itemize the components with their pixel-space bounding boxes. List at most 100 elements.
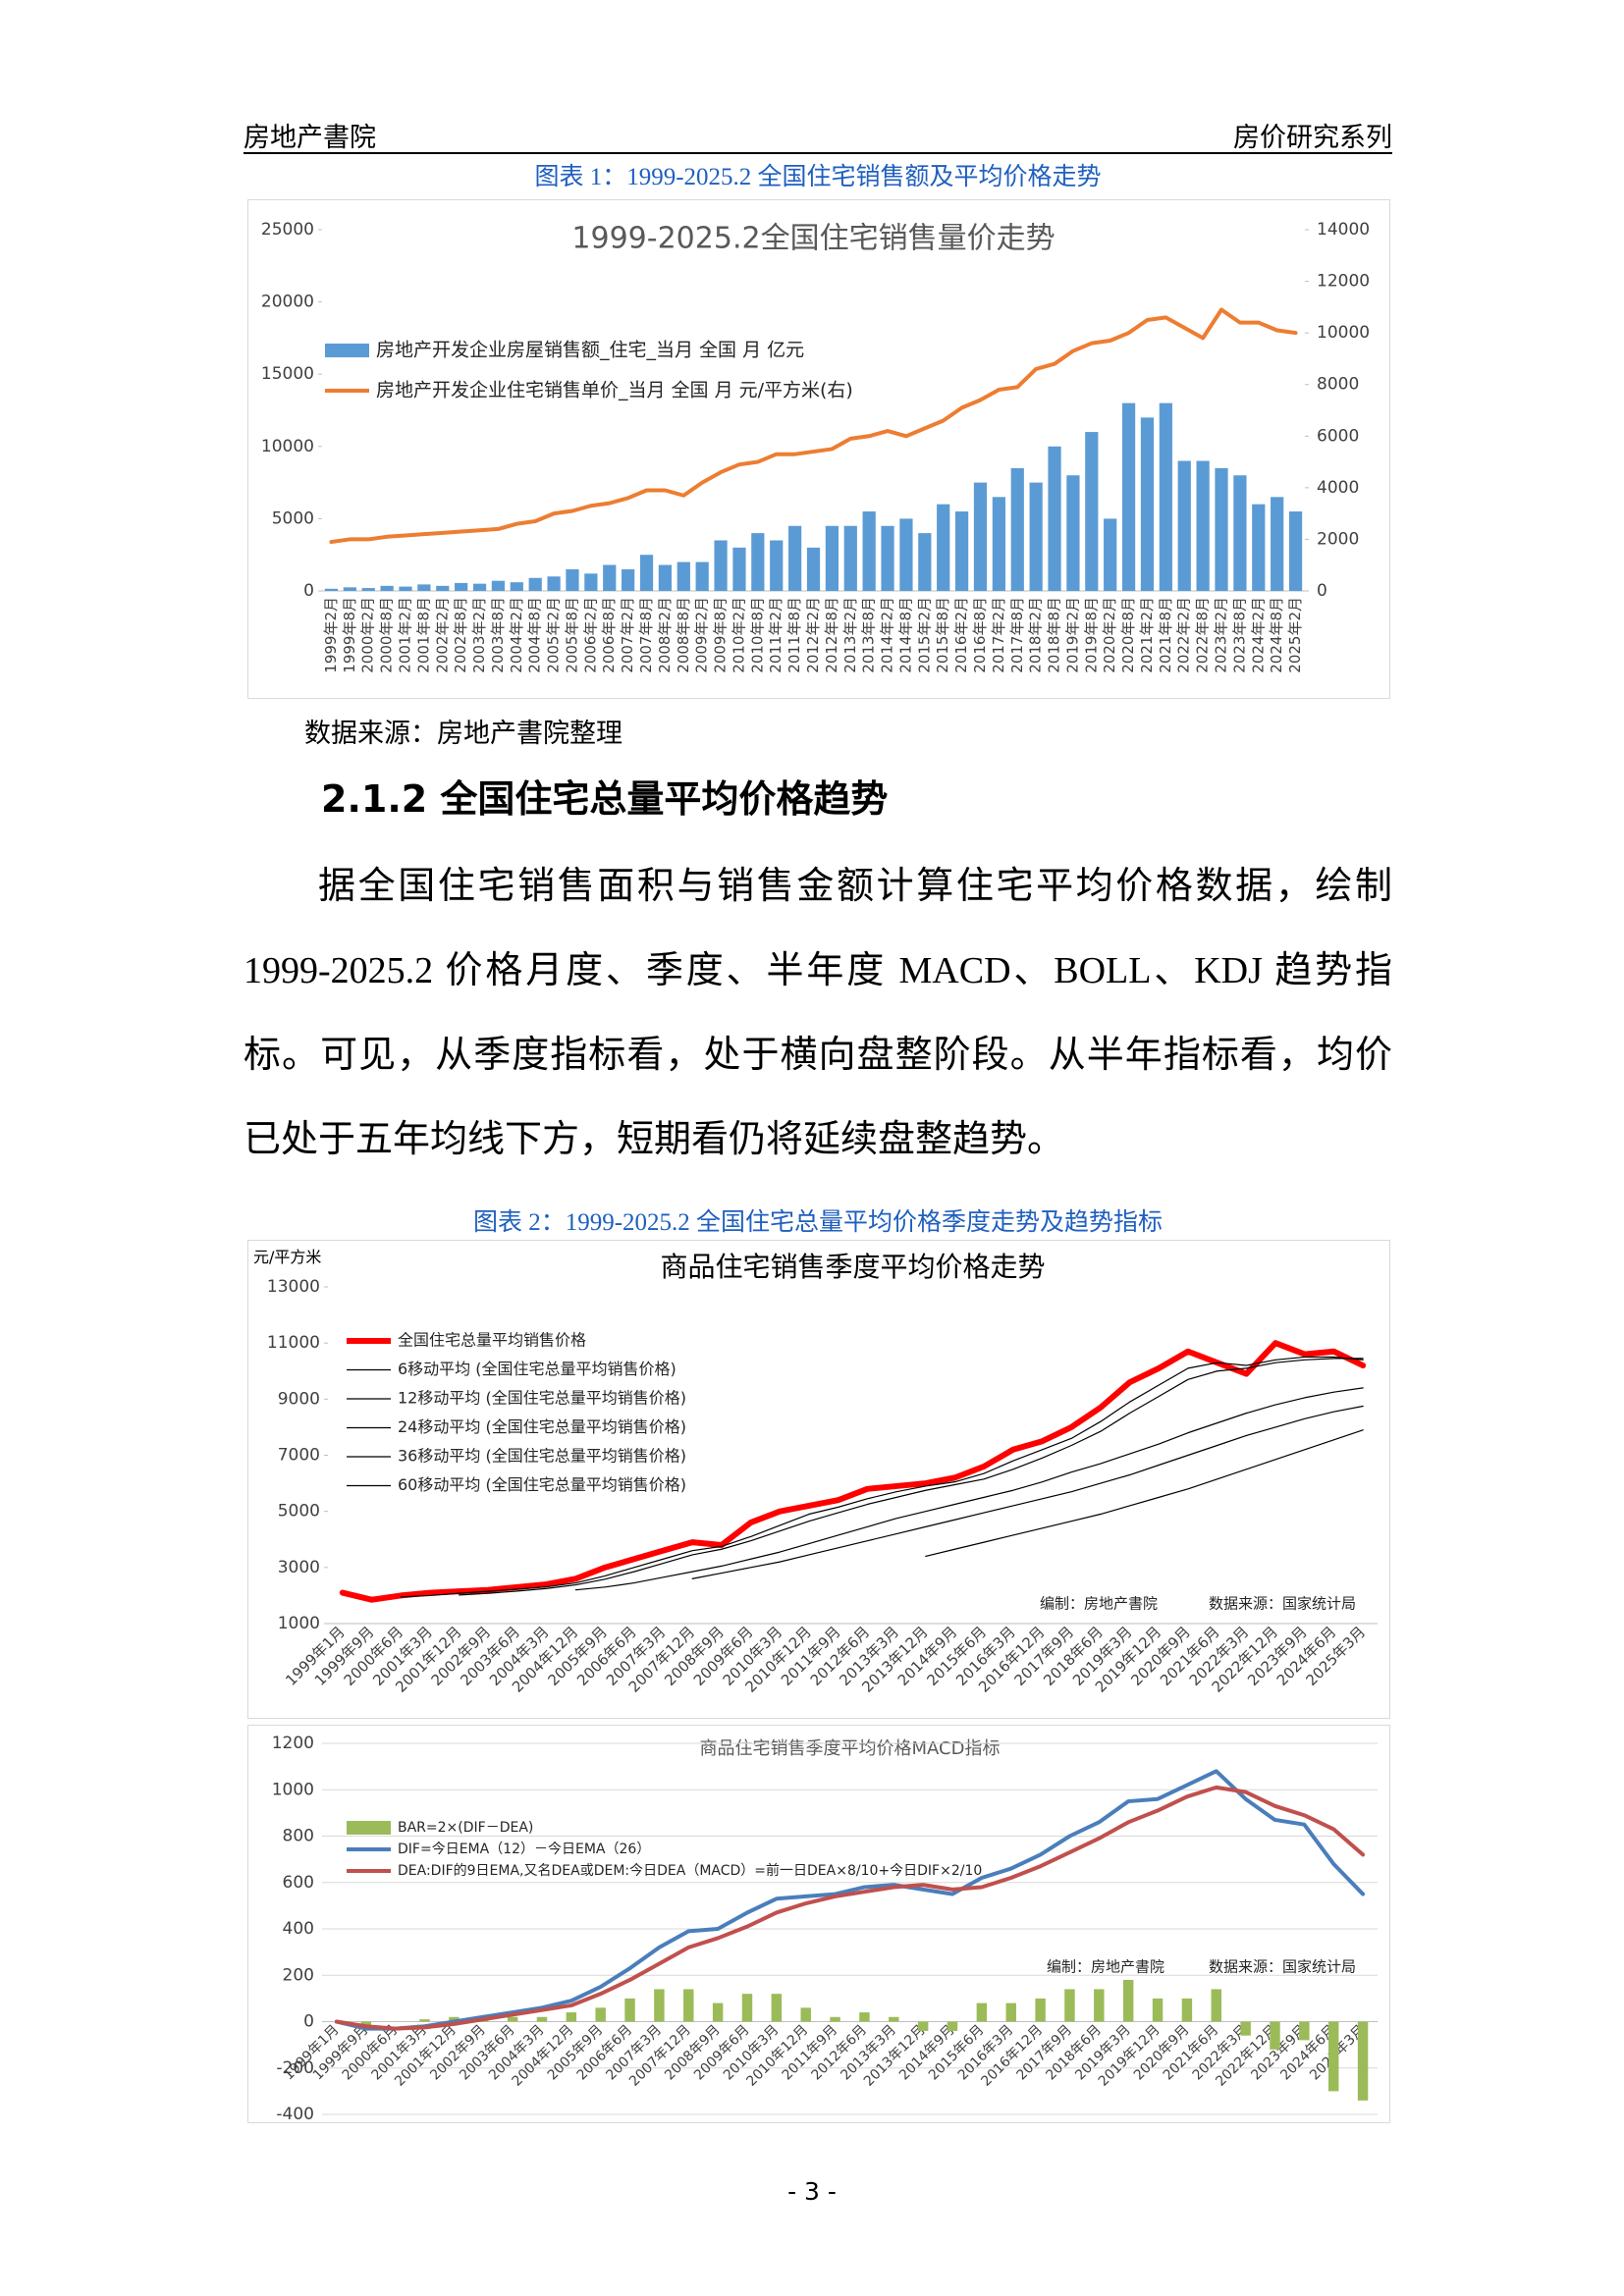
- y2-tick-label: 4000: [1317, 478, 1359, 498]
- bar: [584, 573, 598, 591]
- bar: [954, 511, 969, 591]
- bar: [380, 585, 394, 591]
- y-tick-label: 5000: [272, 508, 314, 528]
- x-tick-label: 2019年8月: [1082, 597, 1100, 673]
- x-tick-label: 2015年8月: [934, 597, 951, 673]
- chart: 商品住宅销售季度平均价格走势 元/平方米 1000 3000 5000 7000 9000 1…: [247, 1240, 1390, 1719]
- legend-label: 6移动平均 (全国住宅总量平均销售价格): [398, 1360, 677, 1378]
- bar: [507, 2016, 518, 2022]
- bar: [1066, 475, 1080, 591]
- line: [334, 1769, 1366, 2031]
- x-tick-label: 2021年2月: [1138, 597, 1156, 673]
- bar: [825, 525, 839, 591]
- chart: 商品住宅销售季度平均价格MACD指标 -400 -200 0 200 400 600 800 1…: [247, 1725, 1390, 2123]
- bar: [862, 511, 876, 591]
- y-tick-label: 10000: [261, 437, 314, 456]
- x-tick-label: 2018年8月: [1046, 597, 1063, 673]
- bar: [1327, 2021, 1339, 2092]
- y-tick-label: 7000: [278, 1446, 320, 1466]
- bar: [547, 576, 561, 591]
- bar: [751, 533, 765, 591]
- x-tick-label: 2017年2月: [990, 597, 1007, 673]
- bar: [419, 2019, 430, 2022]
- y-tick-label: 13000: [267, 1277, 320, 1297]
- bar: [1181, 1998, 1193, 2022]
- x-tick-label: 2022年8月: [1194, 597, 1212, 673]
- x-tick-label: 2013年2月: [841, 597, 859, 673]
- line: [925, 1429, 1364, 1557]
- x-tick-label: 2023年8月: [1230, 597, 1248, 673]
- x-tick-label: 2006年2月: [581, 597, 599, 673]
- x-tick-label: 2008年2月: [656, 597, 674, 673]
- x-tick-label: 2021年8月: [1157, 597, 1174, 673]
- x-tick-label: 2000年8月: [378, 597, 396, 673]
- line: [329, 307, 1298, 545]
- annotation: 数据来源：国家统计局: [1209, 1595, 1356, 1613]
- legend-label: 房地产开发企业房屋销售额_住宅_当月 全国 月 亿元: [376, 340, 804, 361]
- bar: [947, 2021, 958, 2031]
- bar: [992, 497, 1005, 591]
- x-tick-label: 2023年2月: [1213, 597, 1230, 673]
- bar: [732, 547, 746, 591]
- bar: [1085, 432, 1099, 591]
- bar: [417, 584, 431, 591]
- x-tick-label: 2004年2月: [508, 597, 525, 673]
- y-tick-label: 600: [283, 1873, 314, 1893]
- x-tick-label: 2022年2月: [1175, 597, 1193, 673]
- x-tick-label: 2004年8月: [526, 597, 544, 673]
- x-tick-label: 2001年2月: [396, 597, 413, 673]
- line: [691, 1405, 1364, 1579]
- figure-caption: 图表 1：1999-2025.2 全国住宅销售额及平均价格走势: [534, 164, 1102, 190]
- bar: [973, 482, 988, 591]
- bar: [1005, 2002, 1016, 2022]
- x-tick-label: 2014年8月: [896, 597, 914, 673]
- line: [334, 1785, 1366, 2031]
- bar: [712, 2002, 724, 2022]
- bar: [1211, 1989, 1221, 2022]
- bar: [1094, 1989, 1105, 2022]
- bar: [343, 587, 356, 591]
- bar: [806, 547, 821, 591]
- bar: [658, 564, 673, 591]
- y-tick-label: 0: [303, 581, 314, 601]
- bar: [899, 518, 913, 591]
- annotation: 数据来源：国家统计局: [1209, 1958, 1356, 1976]
- x-tick-label: 2005年8月: [563, 597, 580, 673]
- bar: [1196, 460, 1210, 591]
- bar: [881, 525, 894, 591]
- y-tick-label: 11000: [267, 1333, 320, 1353]
- figure-caption: 图表 2：1999-2025.2 全国住宅总量平均价格季度走势及趋势指标: [472, 1209, 1164, 1236]
- bar: [1048, 446, 1061, 591]
- legend-label: 12移动平均 (全国住宅总量平均销售价格): [398, 1389, 686, 1408]
- y-tick-label: 5000: [278, 1502, 320, 1522]
- y-tick-label: 200: [283, 1965, 314, 1985]
- x-tick-label: 2007年8月: [637, 597, 655, 673]
- line: [400, 1356, 1364, 1598]
- x-tick-label: 2016年2月: [952, 597, 970, 673]
- legend-label: 60移动平均 (全国住宅总量平均销售价格): [398, 1475, 686, 1494]
- bar: [1152, 1998, 1164, 2022]
- x-tick-label: 2012年2月: [804, 597, 822, 673]
- legend-swatch: [325, 344, 369, 357]
- bar: [976, 2002, 988, 2022]
- annotation: 编制：房地产書院: [1047, 1958, 1164, 1976]
- x-tick-label: 2015年2月: [915, 597, 933, 673]
- bar: [1288, 511, 1303, 591]
- bar: [770, 540, 784, 591]
- bar: [622, 568, 635, 591]
- bar: [800, 2007, 811, 2022]
- bar: [1233, 475, 1247, 591]
- x-tick-label: 2003年8月: [489, 597, 507, 673]
- x-tick-label: 2013年8月: [860, 597, 878, 673]
- line: [459, 1358, 1364, 1596]
- bar: [324, 588, 339, 591]
- bar: [918, 533, 932, 591]
- bar: [491, 580, 506, 591]
- line: [574, 1387, 1364, 1591]
- bar: [1029, 482, 1043, 591]
- y-tick-label: 400: [283, 1919, 314, 1939]
- x-tick-label: 2025年2月: [1286, 597, 1304, 673]
- y-tick-label: 15000: [261, 364, 314, 384]
- source-note: 数据来源：房地产書院整理: [304, 719, 623, 749]
- x-tick-label: 2010年2月: [730, 597, 747, 673]
